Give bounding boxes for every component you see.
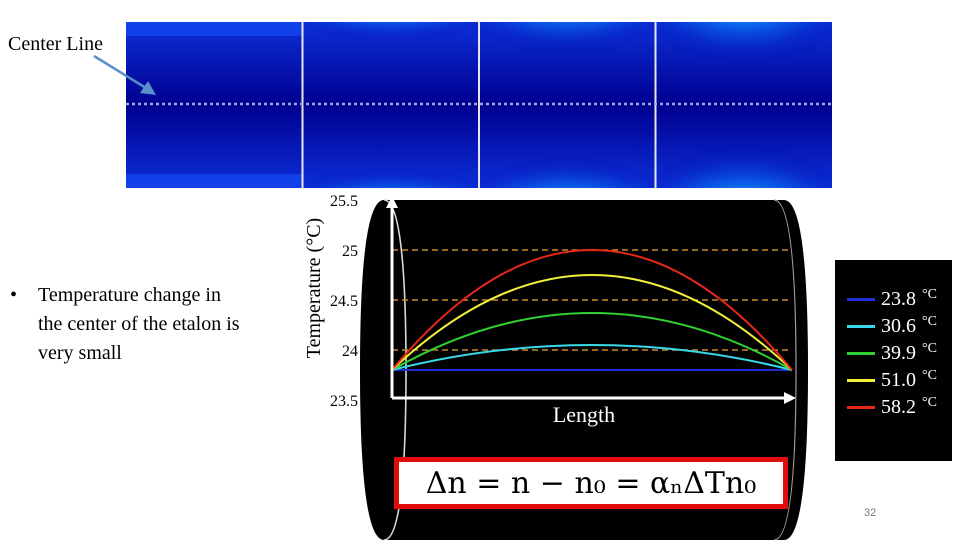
y-axis-label: Temperature (°C) [303,218,325,358]
y-tick-label: 23.5 [330,393,358,410]
legend-unit: °C [922,368,937,383]
legend-value: 51.0 [881,368,916,391]
legend-unit: °C [922,395,937,410]
y-tick-label: 24 [342,343,358,360]
series-line [391,344,793,371]
center-line-label: Center Line [8,33,103,55]
legend-value: 58.2 [881,395,916,418]
series-line [391,312,793,371]
bullet-point: • Temperature change in the center of th… [10,281,250,368]
legend-value: 39.9 [881,341,916,364]
y-tick-label: 25 [342,243,358,260]
legend-swatch [847,351,875,355]
y-tick-label: 25.5 [330,193,358,210]
legend-item: 23.8 °C [847,287,937,310]
bullet-marker: • [10,284,18,306]
bullet-text: Temperature change in the center of the … [38,284,240,364]
legend-unit: °C [922,314,937,329]
y-axis-arrowhead [386,196,398,208]
x-axis-arrowhead [784,392,796,404]
y-tick-label: 24.5 [330,293,358,310]
legend-value: 30.6 [881,314,916,337]
legend-unit: °C [922,341,937,356]
page-number: 32 [864,507,877,519]
x-axis-label: Length [553,402,615,427]
legend: 23.8 °C 30.6 °C 39.9 °C 51.0 °C 58.2 °C [835,260,952,461]
series-line [391,274,793,371]
legend-swatch [847,378,875,382]
legend-unit: °C [922,287,937,302]
legend-value: 23.8 [881,287,916,310]
legend-item: 39.9 °C [847,341,937,364]
heatmap-panels [126,22,832,188]
legend-swatch [847,324,875,328]
formula: Δn = n − n₀ = αₙΔTn₀ [425,465,757,501]
legend-item: 58.2 °C [847,395,937,418]
legend-item: 51.0 °C [847,368,937,391]
cylinder-right-edge [773,199,797,540]
center-line-arrow [93,54,156,95]
legend-item: 30.6 °C [847,314,937,337]
formula-box: Δn = n − n₀ = αₙΔTn₀ [394,457,788,509]
legend-swatch [847,297,875,301]
temperature-chart: Temperature (°C) 25.5 25 24.5 24 23.5 Length [303,193,808,540]
legend-swatch [847,405,875,409]
series-line [391,249,793,371]
heat-panel [126,22,303,188]
